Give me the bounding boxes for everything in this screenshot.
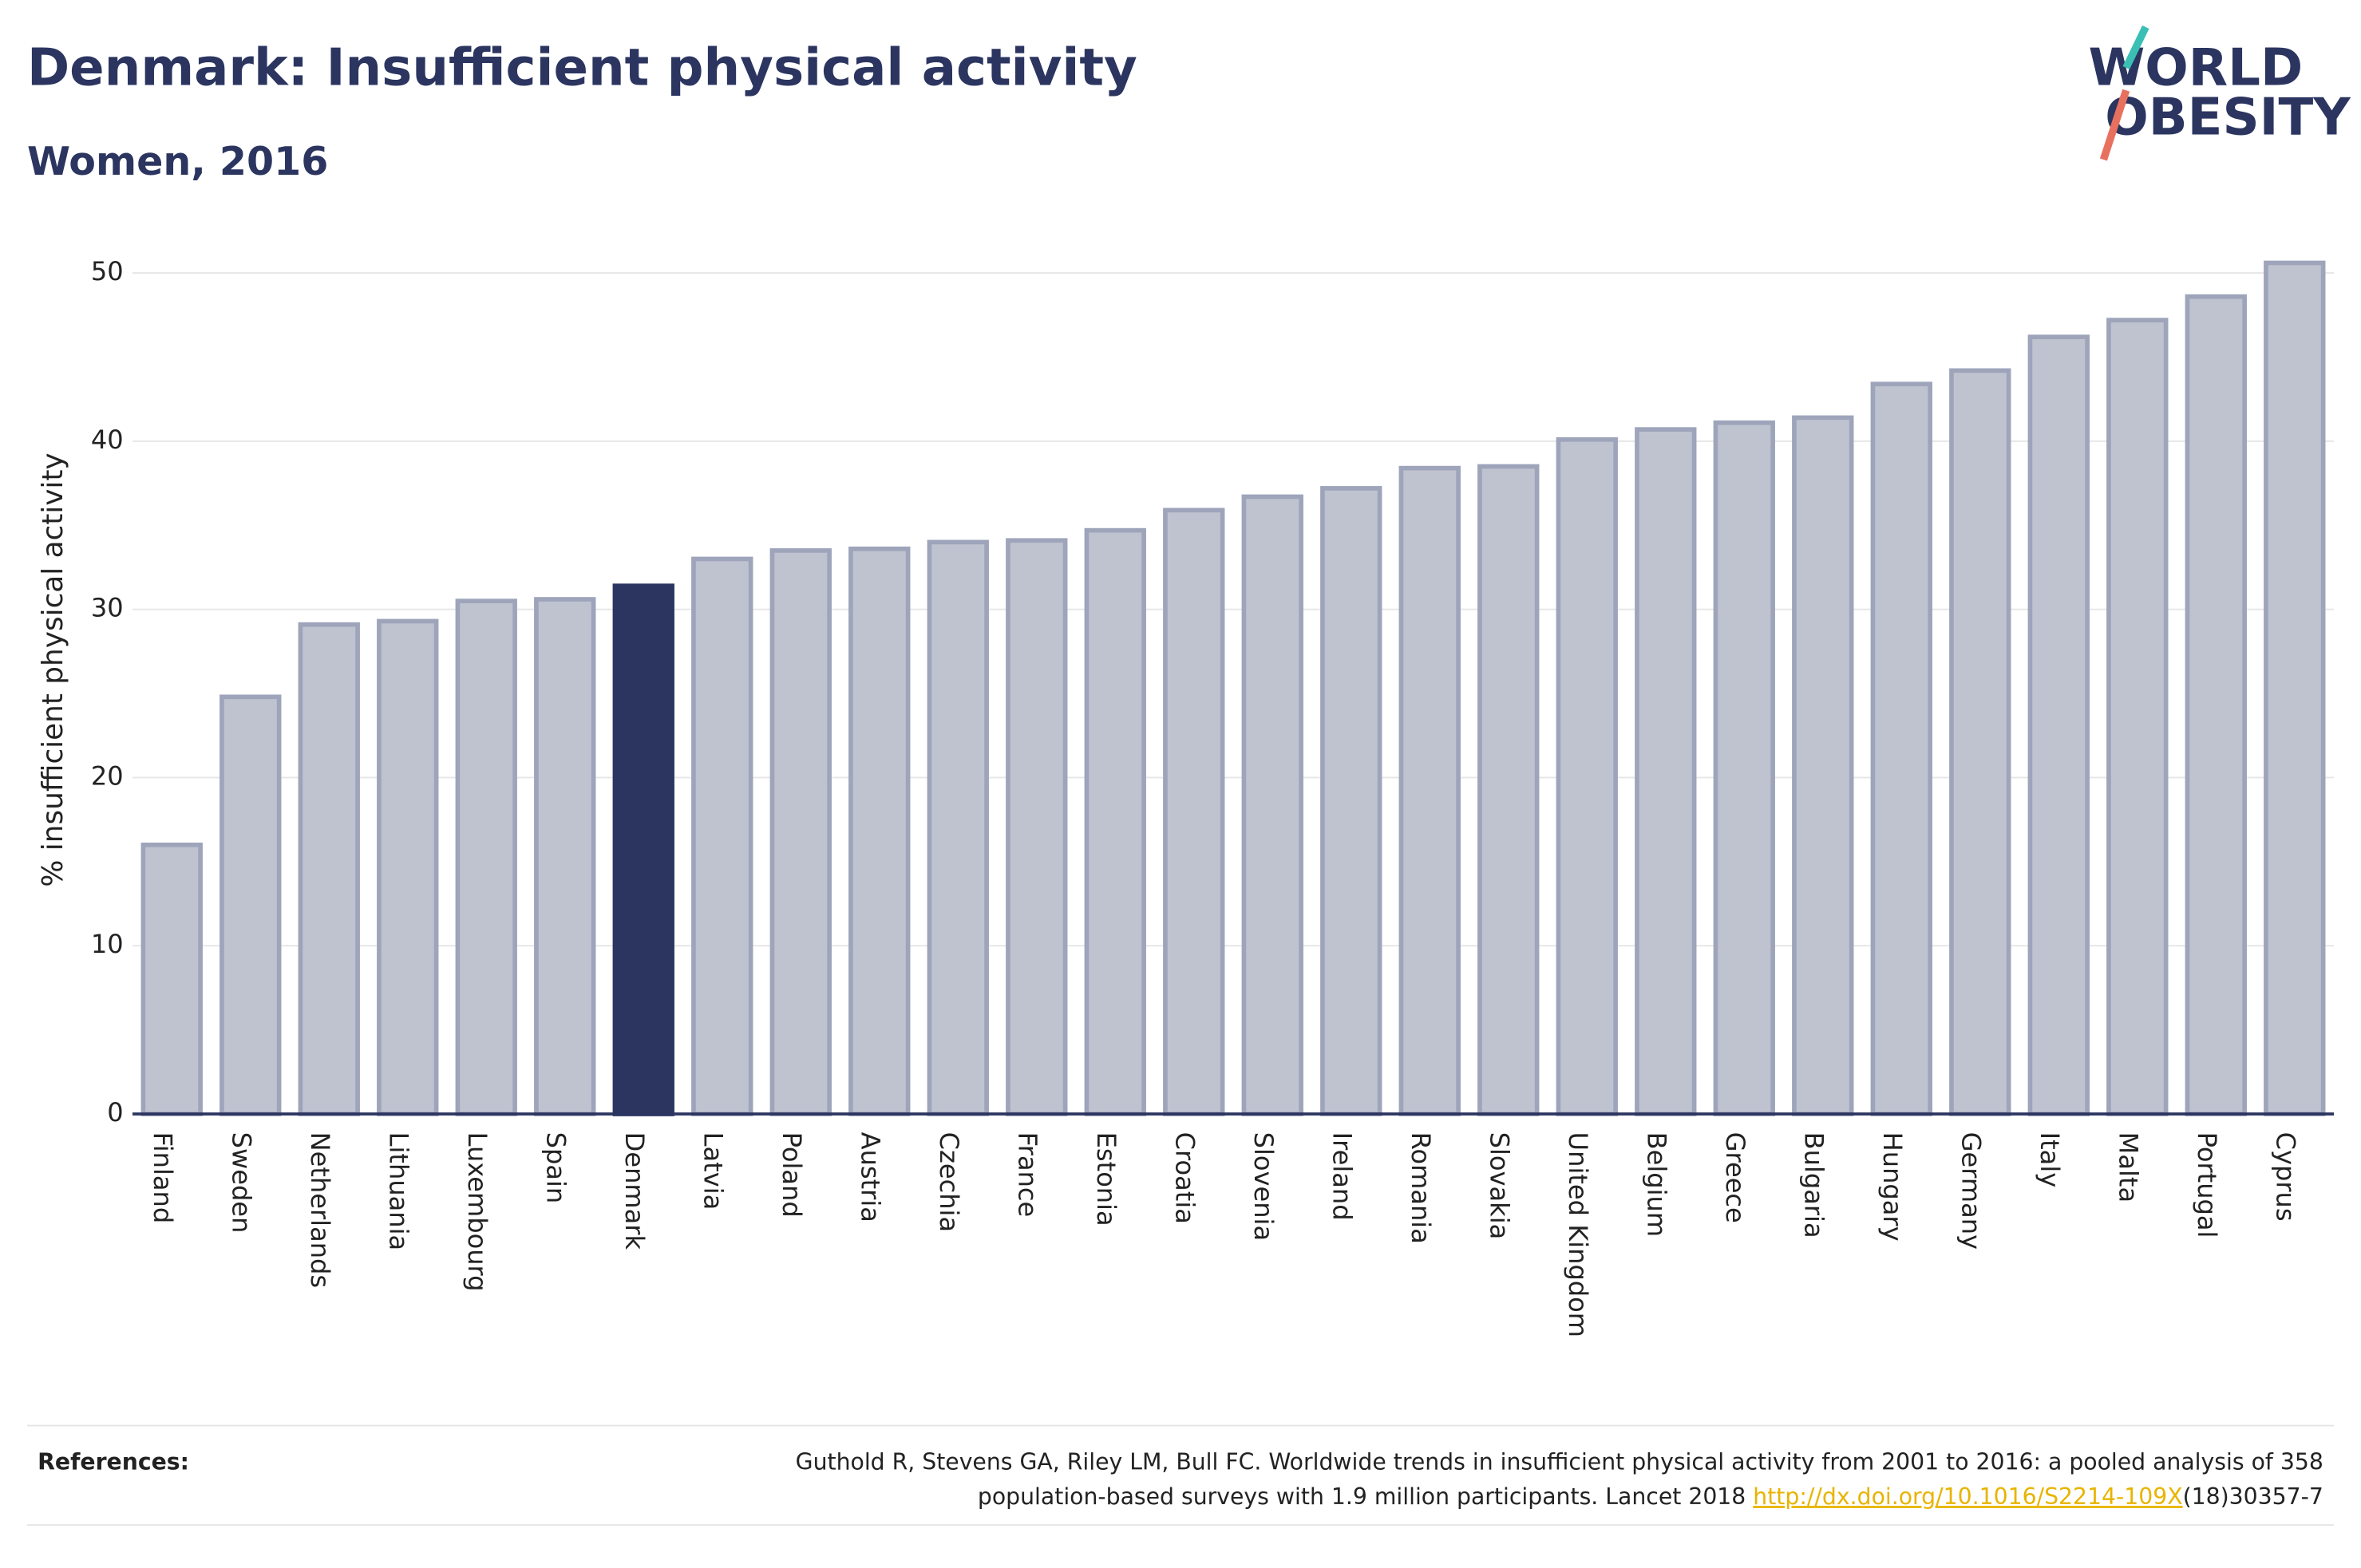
bar	[1713, 420, 1775, 1116]
bar	[1398, 465, 1461, 1116]
logo: WORLD OBESITY	[2089, 25, 2351, 161]
bar	[1556, 436, 1618, 1116]
y-tick-label: 0	[107, 1097, 123, 1128]
chart-subtitle: Women, 2016	[27, 138, 328, 184]
bar	[2264, 260, 2326, 1116]
bar	[1084, 527, 1146, 1116]
x-tick-label: United Kingdom	[1563, 1132, 1593, 1337]
bar	[377, 618, 439, 1116]
bar	[219, 694, 282, 1116]
reference-text: population-based surveys with 1.9 millio…	[978, 1483, 1753, 1510]
x-tick-label: Belgium	[1642, 1132, 1672, 1237]
bar	[1320, 486, 1382, 1116]
x-tick-label: Czechia	[934, 1132, 964, 1232]
x-tick-label: Italy	[2035, 1132, 2065, 1188]
x-tick-label: Latvia	[698, 1132, 729, 1211]
x-tick-label: Poland	[777, 1132, 807, 1218]
bar	[769, 548, 832, 1116]
y-axis-title: % insufficient physical activity	[37, 452, 69, 887]
x-tick-label: Romania	[1406, 1132, 1436, 1244]
y-tick-label: 20	[91, 760, 124, 791]
bar	[1870, 381, 1932, 1116]
x-tick-label: Ireland	[1327, 1132, 1358, 1221]
x-tick-label: Portugal	[2192, 1132, 2222, 1238]
x-tick-label: Finland	[148, 1132, 178, 1224]
bar	[140, 842, 203, 1116]
logo-text: OBESITY	[2105, 88, 2351, 148]
reference-text: (18)30357-7	[2183, 1483, 2323, 1510]
bar	[1792, 415, 1854, 1116]
bar	[455, 598, 517, 1116]
bar	[927, 539, 989, 1116]
bar	[1241, 494, 1303, 1116]
x-tick-label: Hungary	[1877, 1132, 1908, 1242]
y-tick-label: 30	[91, 593, 124, 623]
logo-text: WORLD	[2089, 38, 2304, 97]
bar	[848, 546, 911, 1116]
x-tick-label: Luxembourg	[462, 1132, 492, 1292]
references-label: References:	[38, 1449, 189, 1475]
reference-text: Guthold R, Stevens GA, Riley LM, Bull FC…	[796, 1449, 2323, 1475]
x-tick-label: Lithuania	[384, 1132, 414, 1251]
x-tick-label: Malta	[2114, 1132, 2144, 1203]
bar	[2106, 318, 2169, 1116]
x-tick-label: Austria	[856, 1132, 886, 1222]
bar	[2027, 334, 2090, 1116]
x-tick-label: Greece	[1720, 1132, 1750, 1223]
bar	[612, 583, 674, 1116]
y-tick-label: 50	[91, 256, 124, 286]
x-tick-label: Slovakia	[1485, 1132, 1515, 1240]
x-tick-label: Cyprus	[2271, 1132, 2301, 1222]
x-tick-label: Croatia	[1170, 1132, 1200, 1224]
bar	[1163, 508, 1225, 1116]
bar	[534, 597, 596, 1116]
bar	[1477, 464, 1540, 1116]
y-tick-label: 40	[91, 425, 124, 455]
bar	[1949, 368, 2011, 1116]
x-tick-label: France	[1013, 1132, 1043, 1218]
bar	[1006, 538, 1068, 1116]
bar	[2185, 294, 2247, 1116]
x-tick-label: Spain	[541, 1132, 571, 1204]
x-tick-label: Slovenia	[1248, 1132, 1279, 1241]
bar	[298, 622, 360, 1116]
logo-slash	[2122, 25, 2149, 69]
chart-title: Denmark: Insufficient physical activity	[27, 38, 1137, 97]
x-tick-label: Estonia	[1091, 1132, 1121, 1226]
logo-slash	[2099, 89, 2130, 161]
y-tick-label: 10	[91, 929, 124, 959]
reference-link[interactable]: http://dx.doi.org/10.1016/S2214-109X	[1753, 1483, 2182, 1510]
x-tick-label: Sweden	[227, 1132, 257, 1234]
reference-text: population-based surveys with 1.9 millio…	[978, 1483, 2323, 1510]
x-tick-label: Germany	[1956, 1132, 1987, 1250]
bar	[691, 556, 753, 1116]
x-tick-label: Bulgaria	[1799, 1132, 1829, 1238]
x-tick-label: Netherlands	[305, 1132, 335, 1288]
x-tick-label: Denmark	[619, 1132, 650, 1250]
bar	[1635, 427, 1697, 1116]
